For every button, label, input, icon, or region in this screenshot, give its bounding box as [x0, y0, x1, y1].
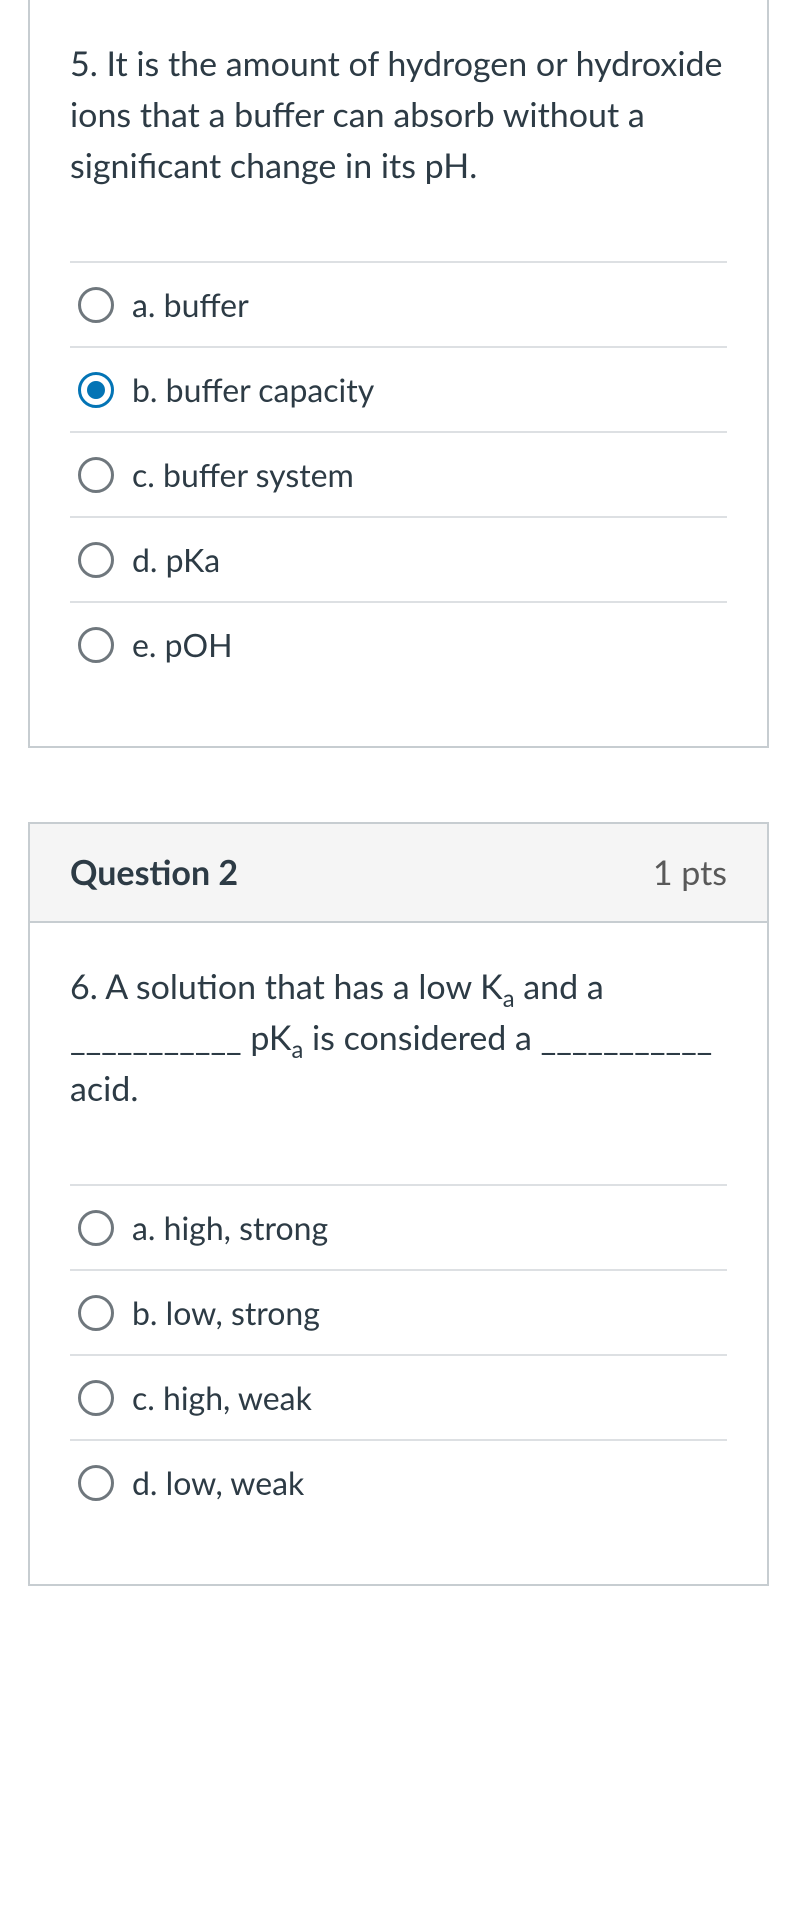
option-row[interactable]: a. buffer: [70, 263, 727, 348]
question-points: 1 pts: [653, 852, 727, 893]
option-label[interactable]: a. high, strong: [132, 1208, 328, 1247]
option-label[interactable]: a. buffer: [132, 285, 249, 324]
radio-icon[interactable]: [78, 1210, 114, 1246]
option-row[interactable]: c. buffer system: [70, 433, 727, 518]
radio-icon[interactable]: [78, 372, 114, 408]
option-label[interactable]: c. high, weak: [132, 1378, 312, 1417]
option-label[interactable]: b. low, strong: [132, 1293, 320, 1332]
option-row[interactable]: a. high, strong: [70, 1186, 727, 1271]
option-row[interactable]: d. pKa: [70, 518, 727, 603]
question-title: Question 2: [70, 852, 238, 893]
radio-icon[interactable]: [78, 1380, 114, 1416]
radio-icon[interactable]: [78, 1295, 114, 1331]
question-header: Question 2 1 pts: [30, 824, 767, 923]
option-label[interactable]: d. pKa: [132, 540, 220, 579]
radio-icon[interactable]: [78, 287, 114, 323]
question-card-1: 5. It is the amount of hydrogen or hydro…: [28, 0, 769, 748]
option-row[interactable]: c. high, weak: [70, 1356, 727, 1441]
option-label[interactable]: d. low, weak: [132, 1463, 304, 1502]
options-list: a. high, strong b. low, strong c. high, …: [70, 1184, 727, 1524]
option-label[interactable]: e. pOH: [132, 625, 233, 664]
option-label[interactable]: b. buffer capacity: [132, 370, 374, 409]
option-row[interactable]: b. buffer capacity: [70, 348, 727, 433]
radio-icon[interactable]: [78, 627, 114, 663]
option-row[interactable]: b. low, strong: [70, 1271, 727, 1356]
question-text: 6. A solution that has a low Ka and a __…: [70, 961, 727, 1114]
question-body: 5. It is the amount of hydrogen or hydro…: [30, 0, 767, 746]
question-card-2: Question 2 1 pts 6. A solution that has …: [28, 822, 769, 1586]
options-list: a. buffer b. buffer capacity c. buffer s…: [70, 261, 727, 686]
option-row[interactable]: e. pOH: [70, 603, 727, 686]
radio-icon[interactable]: [78, 1465, 114, 1501]
question-text: 5. It is the amount of hydrogen or hydro…: [70, 38, 727, 191]
option-label[interactable]: c. buffer system: [132, 455, 354, 494]
radio-icon[interactable]: [78, 542, 114, 578]
radio-icon[interactable]: [78, 457, 114, 493]
option-row[interactable]: d. low, weak: [70, 1441, 727, 1524]
question-body: 6. A solution that has a low Ka and a __…: [30, 923, 767, 1584]
